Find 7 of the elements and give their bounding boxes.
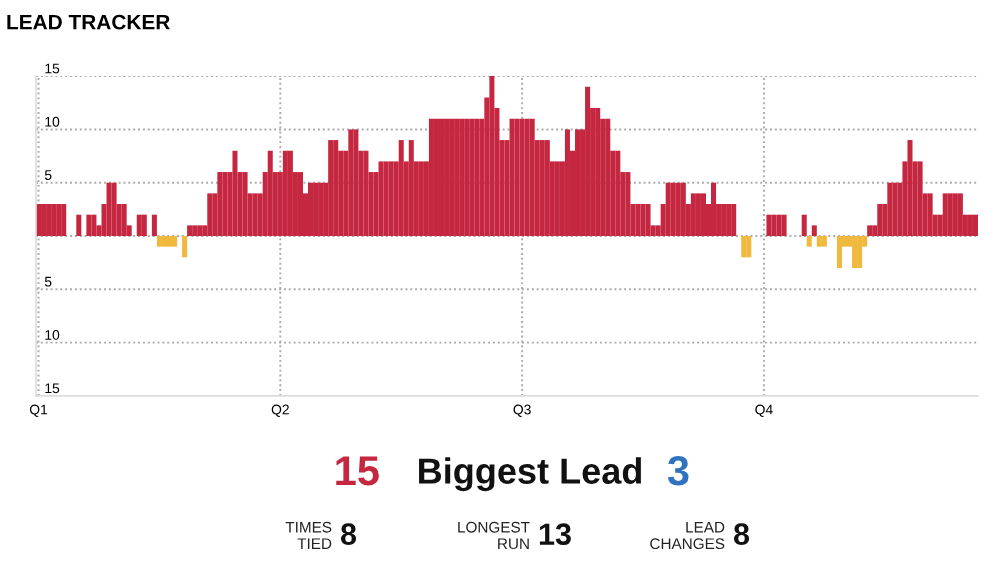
text: 15 <box>336 456 379 486</box>
text: Biggest Lead <box>419 457 641 492</box>
text: 3 <box>667 455 689 486</box>
text: 8 <box>340 523 357 545</box>
text: 13 <box>539 523 571 546</box>
chart-title: LEAD TRACKER <box>7 14 170 30</box>
text: 8 <box>733 523 750 545</box>
